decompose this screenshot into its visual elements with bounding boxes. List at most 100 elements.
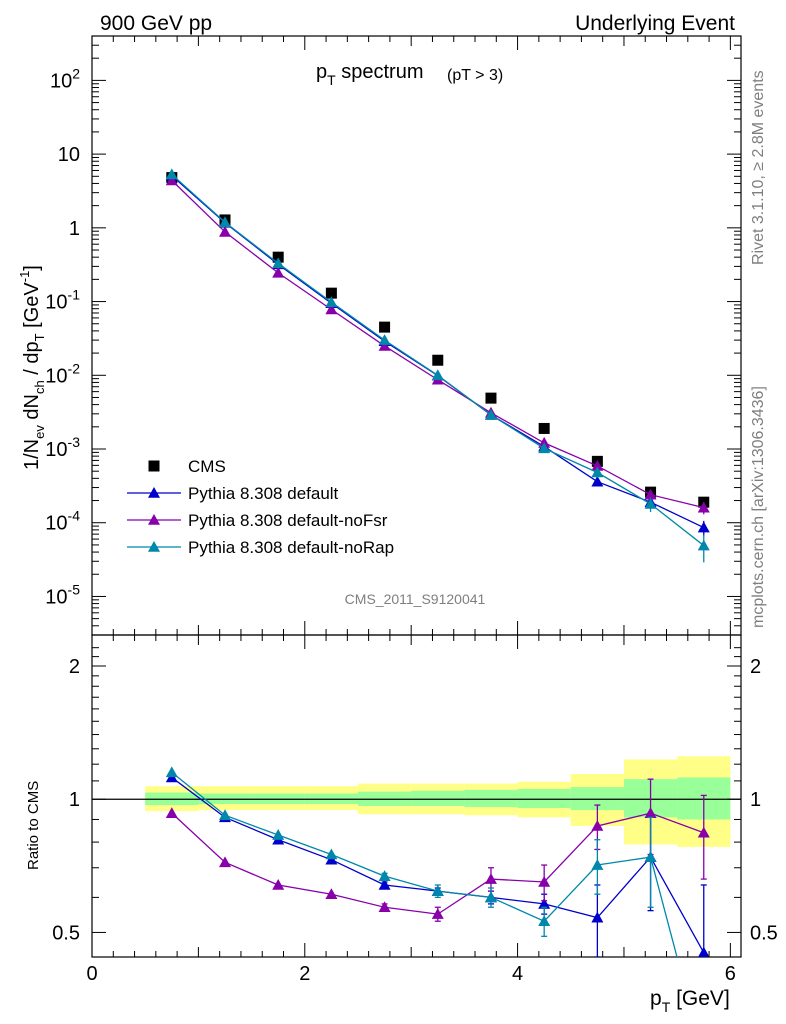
ratio-point <box>272 829 285 840</box>
ratio-point <box>484 891 497 903</box>
legend-marker <box>148 541 160 552</box>
cms-point <box>538 422 550 434</box>
ratio-point <box>272 878 285 890</box>
y-tick-label: 10-5 <box>45 581 80 608</box>
series-point <box>378 339 391 351</box>
legend-marker <box>148 514 160 525</box>
legend-label: Pythia 8.308 default-noRap <box>188 538 394 557</box>
y-tick-label: 102 <box>50 65 80 92</box>
ratio-series-1 <box>165 778 710 922</box>
series-line <box>171 179 704 509</box>
series-point <box>697 521 710 533</box>
x-tick-label: 2 <box>299 963 310 985</box>
mcplots-label: mcplots.cern.ch [arXiv:1306.3436] <box>750 386 767 628</box>
series-point <box>538 436 551 448</box>
series-2 <box>165 174 710 515</box>
ratio-point <box>165 807 178 818</box>
ratio-point <box>378 870 391 881</box>
series-point <box>165 174 178 186</box>
ratio-y-tick-label-right: 2 <box>750 656 761 678</box>
x-tick-label: 4 <box>512 963 523 985</box>
top-ylabel: 1/Nev dNch / dpT [GeV-1] <box>17 265 47 470</box>
bottom-frame <box>91 634 742 958</box>
ratio-point <box>591 911 604 923</box>
y-tick-label: 10-4 <box>45 508 80 535</box>
ratio-point <box>538 876 551 887</box>
ratio-point <box>698 946 710 957</box>
ratio-point <box>218 809 231 821</box>
top-title: pT spectrum <box>316 61 424 88</box>
ratio-band-inner <box>570 787 624 811</box>
ratio-series-2 <box>165 766 678 957</box>
series-point <box>325 296 338 308</box>
cms-point <box>325 287 337 299</box>
ratio-y-tick-label: 2 <box>69 656 80 678</box>
ratio-y-tick-label: 1 <box>69 789 80 811</box>
ratio-point <box>165 766 178 778</box>
legend: CMS Pythia 8.308 default Pythia 8.308 defa… <box>127 457 394 557</box>
analysis-id: CMS_2011_S9120041 <box>345 591 486 607</box>
series-point <box>644 488 657 500</box>
ratio-point <box>378 901 391 913</box>
series-point <box>697 539 710 551</box>
cms-point <box>432 354 444 366</box>
series-point <box>218 216 231 228</box>
ratio-band-inner <box>517 788 571 809</box>
legend-marker <box>148 487 160 498</box>
series-point <box>644 497 657 509</box>
series-point <box>591 459 604 471</box>
legend-marker-cms <box>148 460 160 472</box>
cms-point <box>485 392 497 404</box>
cms-point <box>379 321 391 333</box>
ratio-point <box>484 873 497 884</box>
ratio-point <box>538 915 551 927</box>
y-tick-label: 10-3 <box>45 434 80 461</box>
legend-label: Pythia 8.308 default-noFsr <box>188 511 388 530</box>
top-panel: 10-5 10-4 10-3 10-2 10-1 1 10 102 <box>45 35 742 636</box>
legend-label: CMS <box>188 457 226 476</box>
series-point <box>484 408 497 420</box>
x-tick-label: 0 <box>86 963 97 985</box>
cms-point <box>272 251 284 263</box>
series-0 <box>166 172 710 508</box>
ratio-point <box>644 807 657 818</box>
ratio-point <box>325 848 338 860</box>
legend-label: Pythia 8.308 default <box>188 484 339 503</box>
series-point <box>431 369 444 381</box>
series-point <box>272 266 285 278</box>
rivet-label: Rivet 3.1.10, ≥ 2.8M events <box>750 70 767 265</box>
ratio-point <box>431 885 444 896</box>
ratio-y-tick-label: 0.5 <box>52 922 80 944</box>
bottom-ylabel: Ratio to CMS <box>25 781 42 870</box>
header-left: 900 GeV pp <box>100 12 212 35</box>
y-tick-label: 10 <box>58 144 80 166</box>
series-1 <box>165 169 710 537</box>
ratio-point <box>591 859 604 870</box>
series-point <box>165 168 178 180</box>
ratio-point <box>538 897 551 909</box>
top-title-note: (pT > 3) <box>447 67 503 84</box>
series-point <box>697 501 710 513</box>
series-3 <box>165 168 710 563</box>
y-tick-label: 10-1 <box>45 287 80 314</box>
header-right: Underlying Event <box>575 12 735 35</box>
ratio-point <box>218 856 231 868</box>
ratio-point <box>644 851 657 862</box>
ratio-panel: 0 2 4 6 0.5 0.5 1 1 2 2 <box>52 634 778 985</box>
ratio-point <box>431 908 444 919</box>
y-tick-label: 1 <box>69 218 80 240</box>
ratio-band-inner <box>464 789 518 808</box>
series-point <box>538 442 551 454</box>
series-point <box>325 303 338 315</box>
series-point <box>272 257 285 269</box>
ratio-point <box>378 878 391 890</box>
y-tick-label: 10-2 <box>45 360 80 387</box>
ratio-band-inner <box>411 790 465 807</box>
series-point <box>218 225 231 237</box>
series-point <box>591 475 604 487</box>
ratio-point <box>591 819 604 831</box>
series-point <box>378 334 391 345</box>
series-point <box>591 466 604 478</box>
x-tick-label: 6 <box>725 963 736 985</box>
